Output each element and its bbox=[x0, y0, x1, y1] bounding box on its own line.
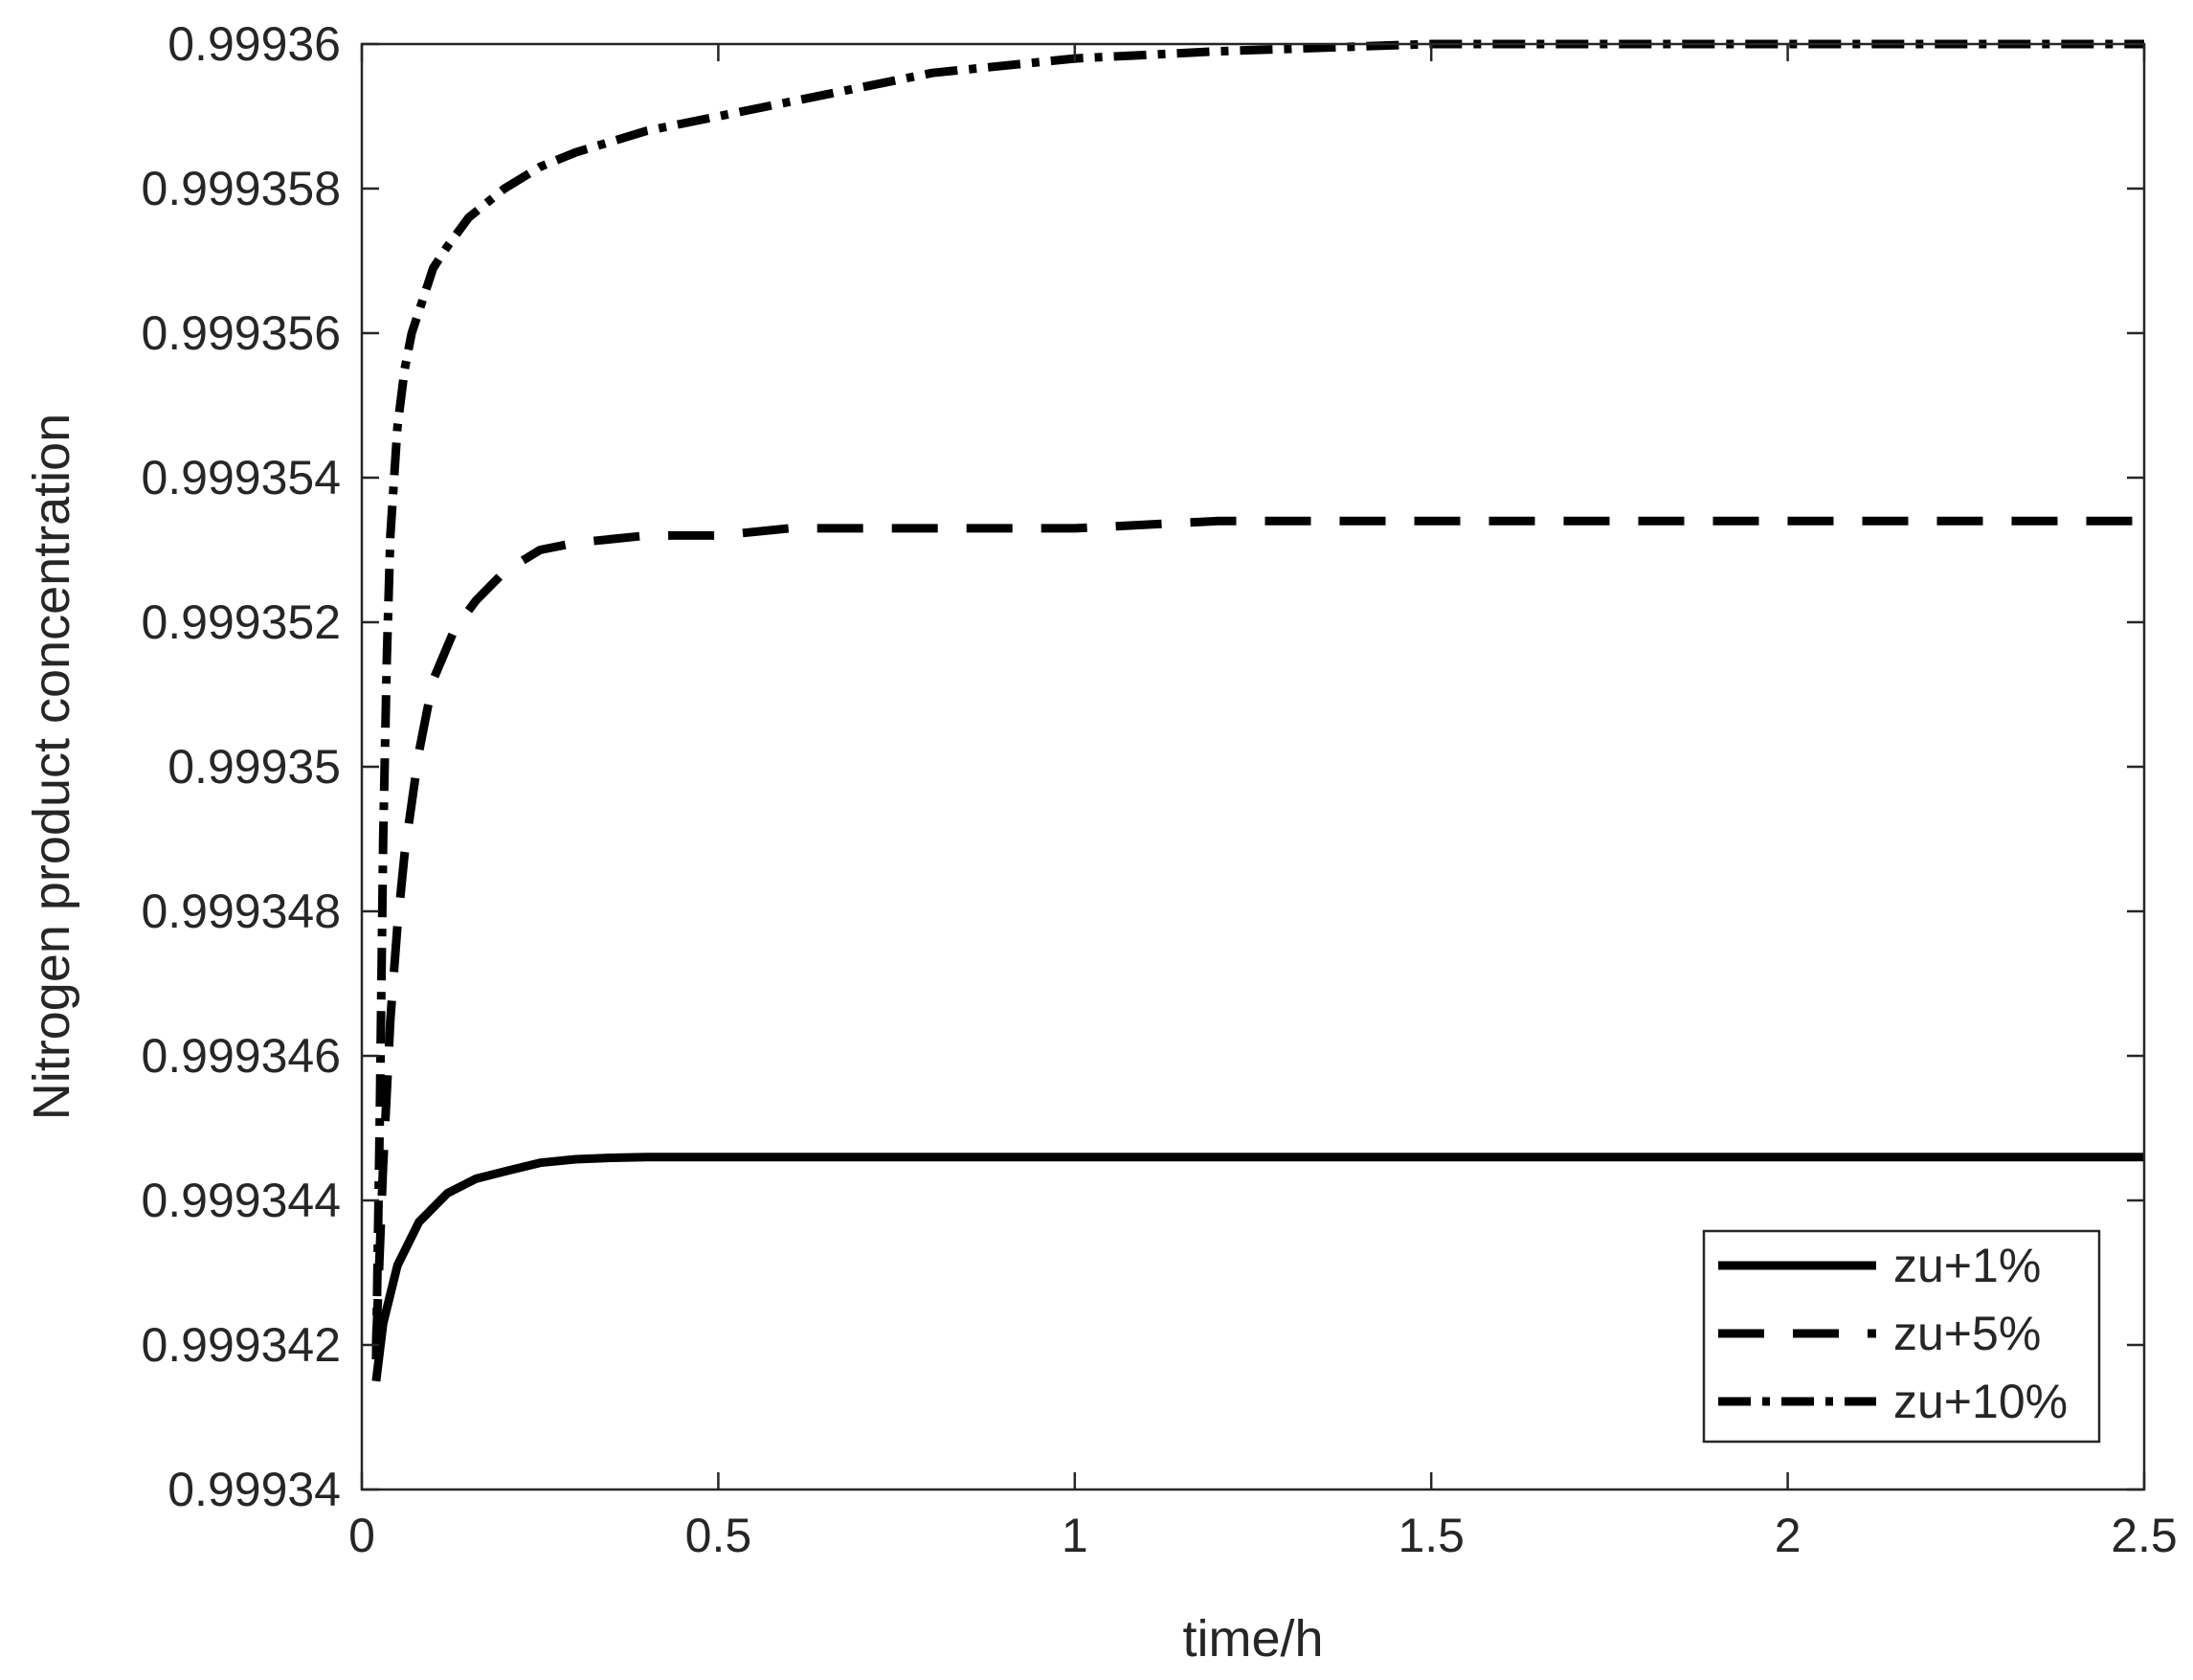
x-tick-label: 0 bbox=[348, 1509, 375, 1562]
x-tick-label: 1 bbox=[1062, 1509, 1088, 1562]
y-tick-label: 0.999348 bbox=[141, 885, 341, 938]
series-line-2 bbox=[371, 516, 2144, 1346]
x-tick-label: 1.5 bbox=[1398, 1509, 1465, 1562]
x-tick-label: 2 bbox=[1775, 1509, 1801, 1562]
y-tick-label: 0.999342 bbox=[141, 1318, 341, 1372]
y-tick-label: 0.99935 bbox=[168, 740, 341, 794]
axes-box bbox=[360, 42, 2146, 1491]
y-tick-label: 0.999346 bbox=[141, 1029, 341, 1083]
y-tick-label: 0.999352 bbox=[141, 595, 341, 649]
legend-label-1: zu+1% bbox=[1893, 1239, 2041, 1292]
series-layer bbox=[371, 39, 2144, 1382]
x-tick-label: 2.5 bbox=[2111, 1509, 2178, 1562]
y-tick-label: 0.999358 bbox=[141, 162, 341, 215]
legend: zu+1% zu+5% zu+10% bbox=[1702, 1229, 2101, 1444]
y-axis-title: Nitrogen product concentration bbox=[23, 414, 80, 1120]
x-tick-label: 0.5 bbox=[685, 1509, 752, 1562]
series-line-3 bbox=[371, 39, 2144, 1360]
x-axis-title: time/h bbox=[1182, 1610, 1323, 1668]
y-tick-label: 0.999354 bbox=[141, 451, 341, 504]
y-tick-label: 0.999344 bbox=[141, 1174, 341, 1227]
ticks-layer: 0 0.5 1 1.5 2 2.5 0.99934 0.999342 0.999344 0.999… bbox=[141, 17, 2177, 1562]
y-tick-label: 0.999356 bbox=[141, 306, 341, 360]
y-tick-label: 0.99934 bbox=[168, 1463, 341, 1516]
legend-label-2: zu+5% bbox=[1893, 1307, 2041, 1360]
legend-label-3: zu+10% bbox=[1893, 1375, 2068, 1428]
y-tick-label: 0.99936 bbox=[168, 17, 341, 71]
series-line-1 bbox=[371, 1153, 2144, 1382]
